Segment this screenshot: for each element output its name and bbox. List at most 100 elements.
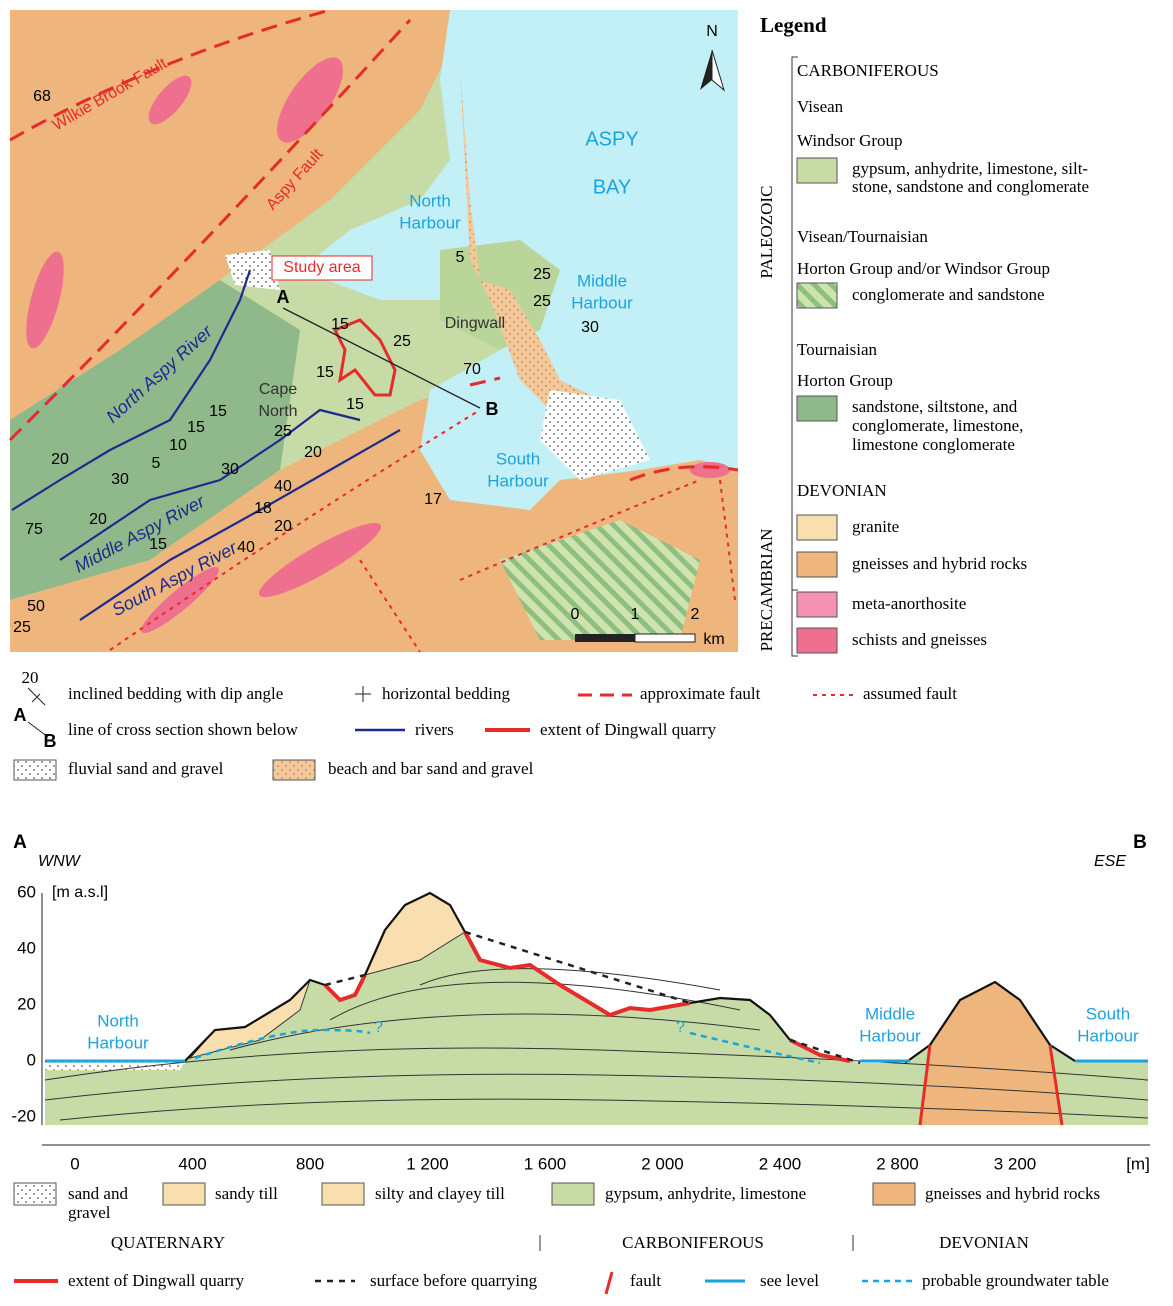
- legend-title: Legend: [760, 13, 827, 37]
- period-label: QUATERNARY: [111, 1233, 225, 1252]
- key-label: inclined bedding with dip angle: [68, 684, 283, 703]
- legend-entry: DEVONIAN: [797, 481, 887, 500]
- era-label: PALEOZOIC: [757, 186, 776, 279]
- place-label: North: [409, 191, 451, 210]
- legend-entry: conglomerate, limestone,: [852, 416, 1023, 435]
- place-label: North: [258, 403, 297, 420]
- legend-entry: conglomerate and sandstone: [852, 285, 1045, 304]
- legend-entry: stone, sandstone and conglomerate: [852, 177, 1089, 196]
- key-label: fluvial sand and gravel: [68, 759, 224, 778]
- place-label: Harbour: [399, 213, 461, 232]
- x-tick-label: 0: [70, 1154, 79, 1173]
- era-label: PRECAMBRIAN: [757, 529, 776, 652]
- y-tick-label: 40: [17, 938, 36, 957]
- dip-angle: 15: [331, 316, 349, 333]
- legend-entry: meta-anorthosite: [852, 594, 966, 613]
- x-tick-label: 2 800: [876, 1154, 919, 1173]
- place-label: Cape: [259, 381, 297, 398]
- section-key-symbols: [13, 1182, 916, 1295]
- place-label: ASPY: [585, 128, 638, 150]
- dip-angle: 25: [393, 333, 411, 350]
- y-tick-label: 20: [17, 994, 36, 1013]
- dip-angle: 40: [237, 539, 255, 556]
- section-end: B: [486, 399, 499, 419]
- place-label: South: [496, 449, 540, 468]
- map-key-symbols: [13, 686, 855, 781]
- dip-angle: 25: [533, 293, 551, 310]
- dip-angle: 15: [209, 403, 227, 420]
- dip-angle: 15: [187, 419, 205, 436]
- legend-entry: Horton Group and/or Windsor Group: [797, 259, 1050, 278]
- x-unit: [m]: [1126, 1154, 1150, 1173]
- study-area: Study area: [283, 259, 360, 276]
- place-label: South: [1086, 1004, 1130, 1023]
- place-label: Harbour: [87, 1033, 149, 1052]
- x-tick-label: 400: [178, 1154, 206, 1173]
- dip-angle: 20: [304, 444, 322, 461]
- place-label: Harbour: [1077, 1026, 1139, 1045]
- dip-angle: 25: [274, 423, 292, 440]
- unit-label: silty and clayey till: [375, 1184, 505, 1203]
- period-label: CARBONIFEROUS: [622, 1233, 764, 1252]
- dip-angle: 18: [254, 500, 272, 517]
- legend-entry: sandstone, siltstone, and: [852, 397, 1018, 416]
- direction: ESE: [1094, 853, 1126, 870]
- key-label: B: [44, 731, 57, 751]
- legend-entry: Tournaisian: [797, 340, 878, 359]
- key-label: A: [14, 705, 27, 725]
- unit-label: sandy till: [215, 1184, 278, 1203]
- key-label: beach and bar sand and gravel: [328, 759, 534, 778]
- legend-swatches: [791, 56, 838, 657]
- legend-entry: limestone conglomerate: [852, 435, 1015, 454]
- unknown-mark: ?: [374, 1019, 383, 1036]
- key-label: 20: [22, 668, 39, 687]
- dip-angle: 20: [274, 518, 292, 535]
- scale-tick: 1: [631, 606, 640, 623]
- dip-angle: 75: [25, 521, 43, 538]
- dip-angle: 5: [152, 455, 161, 472]
- place-label: North: [97, 1011, 139, 1030]
- scale-unit: km: [703, 631, 724, 648]
- key-label: line of cross section shown below: [68, 720, 299, 739]
- x-tick-label: 800: [296, 1154, 324, 1173]
- legend-entry: Visean: [797, 97, 844, 116]
- y-tick-label: -20: [11, 1106, 36, 1125]
- place-label: Harbour: [859, 1026, 921, 1045]
- place-label: Harbour: [571, 293, 633, 312]
- section-end: A: [13, 832, 27, 853]
- study-area-box: [271, 255, 373, 281]
- dip-angle: 50: [27, 598, 45, 615]
- place-label: Harbour: [487, 471, 549, 490]
- map: [8, 8, 739, 653]
- dip-angle: 10: [169, 437, 187, 454]
- period-label: DEVONIAN: [939, 1233, 1029, 1252]
- place-label: Middle: [865, 1004, 915, 1023]
- north-arrow: N: [706, 23, 718, 40]
- y-unit: [m a.s.l]: [52, 884, 108, 901]
- legend-entry: gypsum, anhydrite, limestone, silt-: [852, 159, 1088, 178]
- x-tick-label: 3 200: [994, 1154, 1037, 1173]
- place-label: Dingwall: [445, 315, 505, 332]
- unit-label: gneisses and hybrid rocks: [925, 1184, 1100, 1203]
- key-label: extent of Dingwall quarry: [540, 720, 717, 739]
- key-label: assumed fault: [863, 684, 957, 703]
- dip-angle: 15: [316, 364, 334, 381]
- legend-entry: granite: [852, 517, 899, 536]
- section-end: A: [277, 287, 290, 307]
- scale-tick: 0: [571, 606, 580, 623]
- dip-angle: 30: [581, 319, 599, 336]
- direction: WNW: [38, 853, 82, 870]
- line-key-label: fault: [630, 1271, 661, 1290]
- line-key-label: see level: [760, 1271, 819, 1290]
- y-tick-label: 0: [27, 1050, 36, 1069]
- key-label: horizontal bedding: [382, 684, 510, 703]
- cross-section: [41, 891, 1150, 1146]
- unit-label: gravel: [68, 1203, 111, 1222]
- dip-angle: 68: [33, 88, 51, 105]
- x-tick-label: 2 000: [641, 1154, 684, 1173]
- dip-angle: 5: [456, 249, 465, 266]
- dip-angle: 20: [89, 511, 107, 528]
- line-key-label: surface before quarrying: [370, 1271, 538, 1290]
- dip-angle: 15: [149, 536, 167, 553]
- dip-angle: 20: [51, 451, 69, 468]
